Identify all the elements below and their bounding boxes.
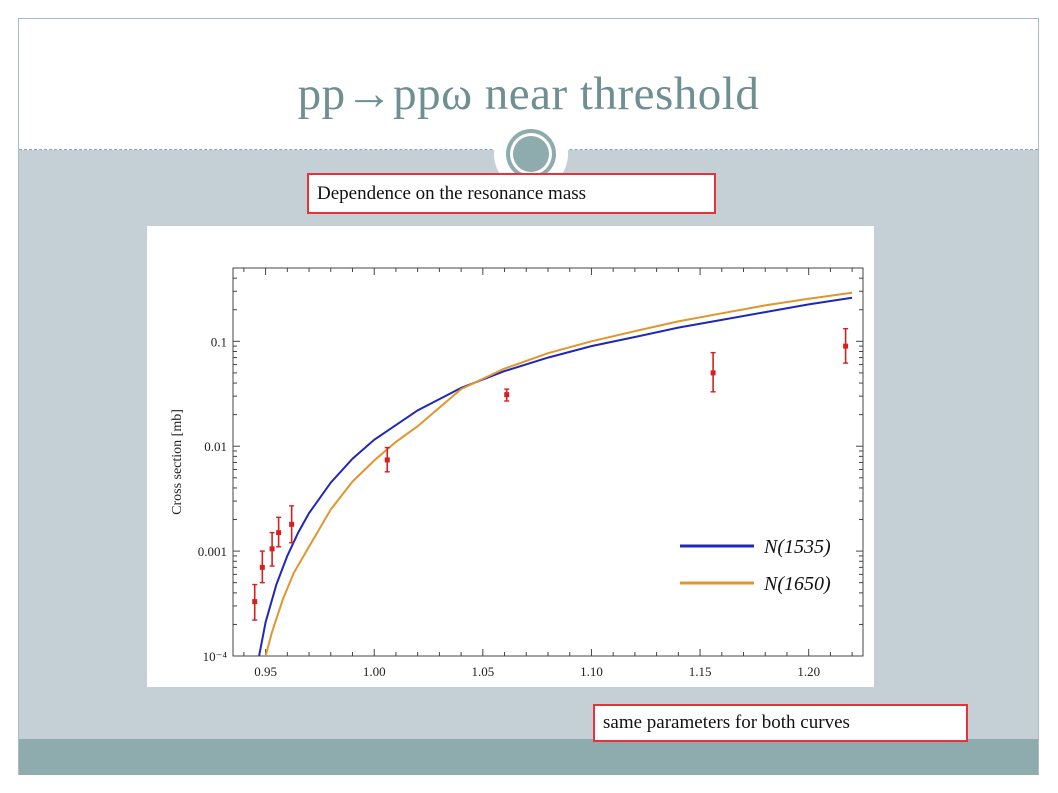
data-point (252, 599, 258, 605)
x-tick-label: 1.10 (580, 664, 603, 679)
plot-frame (232, 267, 864, 657)
x-tick-label: 1.20 (797, 664, 820, 679)
series-line-n1650 (264, 291, 853, 656)
x-tick-label: 1.15 (689, 664, 712, 679)
x-tick-label: 0.95 (254, 664, 277, 679)
legend-label: N(1535) (763, 536, 831, 558)
annotation-top: Dependence on the resonance mass (307, 173, 716, 214)
legend-label: N(1650) (763, 573, 831, 595)
footer-band (19, 739, 1038, 775)
y-tick-label: 10⁻⁴ (203, 649, 228, 664)
data-point (276, 530, 282, 536)
data-point (259, 564, 265, 570)
y-tick-label: 0.1 (211, 334, 227, 349)
slide-title: pp→ppω near threshold (297, 68, 760, 120)
y-axis-label: Cross section [mb] (170, 409, 185, 515)
data-point (710, 370, 716, 376)
cross-section-chart: 0.95 1.00 1.05 1.10 1.15 1.20 10⁻⁴ 0.001 0.01 0.1… (170, 267, 864, 704)
data-point (289, 521, 295, 527)
x-tick-label: 1.00 (363, 664, 386, 679)
x-tick-label: 1.05 (471, 664, 494, 679)
chart-panel: 0.95 1.00 1.05 1.10 1.15 1.20 10⁻⁴ 0.001 0.01 0.1… (147, 226, 874, 704)
ring-ornament-core (513, 136, 549, 172)
y-tick-label: 0.01 (204, 439, 227, 454)
data-point (269, 546, 275, 552)
annotation-bottom: same parameters for both curves (593, 704, 968, 742)
y-tick-label: 0.001 (198, 544, 227, 559)
data-point (504, 392, 510, 398)
series-line-n1535 (258, 296, 853, 656)
data-point (843, 343, 849, 349)
data-point (384, 457, 390, 463)
